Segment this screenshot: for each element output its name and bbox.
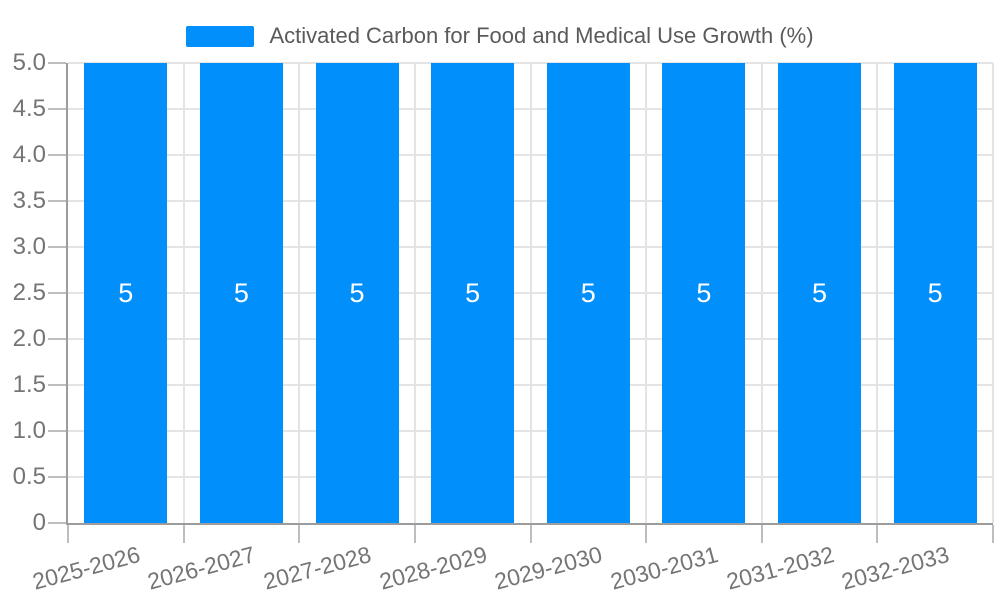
x-axis-tick <box>67 525 69 543</box>
x-axis-tick-label: 2025-2026 <box>29 541 143 595</box>
x-axis-tick <box>182 525 185 543</box>
x-axis-tick <box>413 525 416 543</box>
x-axis-tick-label: 2027-2028 <box>260 541 374 595</box>
y-axis-tick-label: 5.0 <box>12 49 46 76</box>
x-axis-tick <box>760 525 763 543</box>
x-axis-tick-label: 2026-2027 <box>145 541 259 595</box>
gridline-vertical <box>992 63 994 523</box>
plot-area: 0 0.5 1.0 1.5 2.0 2.5 3.0 3.5 4.0 4.5 5.0 5 2025-202… <box>13 50 994 595</box>
bar-value-label: 5 <box>349 278 365 308</box>
bar-2027-2028[interactable] <box>315 63 399 523</box>
y-axis-tick-label: 0.5 <box>12 463 46 490</box>
x-axis-tick <box>876 525 879 543</box>
y-axis-tick <box>48 154 66 156</box>
bar-value-label: 5 <box>465 278 481 308</box>
bar-2031-2032[interactable] <box>778 63 862 523</box>
bar-value-label: 5 <box>580 278 596 308</box>
bar-2029-2030[interactable] <box>546 63 630 523</box>
gridline-vertical <box>413 63 416 523</box>
x-axis-tick-label: 2031-2032 <box>723 541 837 595</box>
legend-label: Activated Carbon for Food and Medical Us… <box>269 23 814 48</box>
y-axis-tick-label: 2.0 <box>12 325 46 352</box>
x-axis-tick-label: 2028-2029 <box>376 541 490 595</box>
y-axis-tick <box>48 62 66 64</box>
bar-value-label: 5 <box>696 278 712 308</box>
bar-2032-2033[interactable] <box>893 63 977 523</box>
y-axis-tick <box>48 200 66 202</box>
y-axis-tick-label: 4.0 <box>12 141 46 168</box>
bar-2030-2031[interactable] <box>662 63 746 523</box>
bar-value-label: 5 <box>118 278 134 308</box>
x-axis-tick <box>298 525 301 543</box>
gridline-vertical <box>529 63 532 523</box>
y-axis-tick <box>48 430 66 432</box>
y-axis-tick-label: 1.0 <box>12 417 46 444</box>
gridline-vertical <box>182 63 185 523</box>
y-axis-tick-label: 4.5 <box>12 95 46 122</box>
legend[interactable]: Activated Carbon for Food and Medical Us… <box>0 23 1000 48</box>
x-axis-tick-label: 2032-2033 <box>838 541 952 595</box>
y-axis-tick-label: 1.5 <box>12 371 46 398</box>
y-axis-tick <box>48 246 66 248</box>
bar-value-label: 5 <box>233 278 249 308</box>
x-axis-tick <box>645 525 648 543</box>
y-axis-tick-label: 3.0 <box>12 233 46 260</box>
gridline-vertical <box>298 63 301 523</box>
x-axis-tick-label: 2029-2030 <box>492 541 606 595</box>
y-axis-tick <box>48 108 66 110</box>
y-axis-tick <box>48 476 66 478</box>
y-axis-tick-label: 0 <box>32 509 46 536</box>
gridline-vertical <box>760 63 763 523</box>
y-axis-tick <box>48 522 66 524</box>
gridline-vertical <box>645 63 648 523</box>
y-axis-line <box>66 63 68 525</box>
x-axis-tick <box>529 525 532 543</box>
bar-2026-2027[interactable] <box>199 63 283 523</box>
gridline-vertical <box>876 63 879 523</box>
x-axis-line <box>66 523 993 525</box>
bar-value-label: 5 <box>812 278 828 308</box>
y-axis-tick <box>48 292 66 294</box>
bar-2025-2026[interactable] <box>84 63 168 523</box>
bar-value-label: 5 <box>927 278 943 308</box>
y-axis-tick-label: 2.5 <box>12 279 46 306</box>
legend-swatch <box>186 25 255 47</box>
y-axis-tick <box>48 338 66 340</box>
y-axis-tick-label: 3.5 <box>12 187 46 214</box>
x-axis-tick-label: 2030-2031 <box>607 541 721 595</box>
bar-2028-2029[interactable] <box>431 63 515 523</box>
x-axis-tick <box>992 525 994 543</box>
y-axis-tick <box>48 384 66 386</box>
